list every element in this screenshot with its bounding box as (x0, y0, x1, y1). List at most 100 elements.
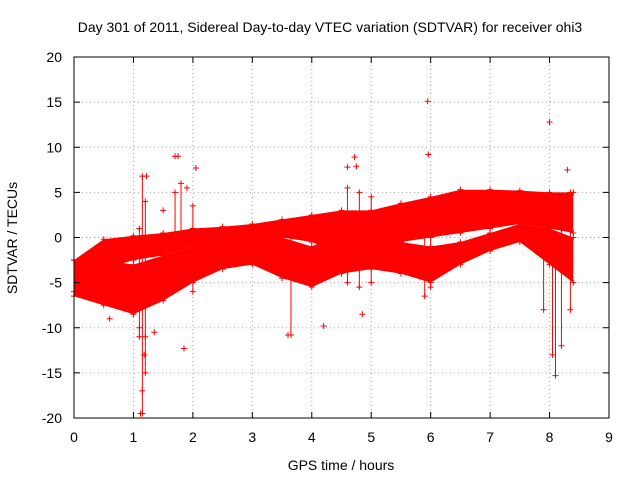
data-spike-end-marker (356, 189, 363, 196)
data-spike-end-marker (552, 372, 559, 379)
data-spike-end-marker (427, 284, 434, 291)
x-tick-label: 8 (546, 429, 554, 445)
x-tick-label: 0 (70, 429, 78, 445)
data-point-marker (427, 193, 434, 200)
data-point-marker (570, 234, 577, 241)
data-spike-end-marker (136, 333, 143, 340)
data-spike-end-marker (136, 225, 143, 232)
data-spike-end-marker (368, 279, 375, 286)
data-outlier-marker (175, 153, 182, 160)
y-tick-label: 10 (46, 139, 62, 155)
data-outlier-marker (546, 118, 553, 125)
data-point-marker (570, 279, 577, 286)
y-tick-label: 15 (46, 94, 62, 110)
data-point-marker (308, 243, 315, 250)
y-tick-label: 5 (54, 184, 62, 200)
data-point-marker (219, 234, 226, 241)
data-outlier-marker (151, 329, 158, 336)
data-spike-end-marker (549, 351, 556, 358)
data-spike-end-marker (540, 306, 547, 313)
data-outlier-marker (183, 184, 190, 191)
data-point-marker (487, 229, 494, 236)
data-point-marker (279, 234, 286, 241)
data-point-marker (249, 220, 256, 227)
x-tick-label: 3 (248, 429, 256, 445)
data-point-marker (130, 232, 137, 239)
data-point-marker (516, 220, 523, 227)
y-tick-label: -15 (42, 365, 62, 381)
y-tick-label: -20 (42, 410, 62, 426)
data-spike-end-marker (356, 284, 363, 291)
data-spike-end-marker (567, 189, 574, 196)
data-spike-end-marker (287, 220, 294, 227)
data-point-marker (130, 311, 137, 318)
data-point-marker (308, 211, 315, 218)
data-point-marker (516, 187, 523, 194)
data-spike-end-marker (139, 173, 146, 180)
data-point-marker (160, 229, 167, 236)
data-point-marker (279, 216, 286, 223)
data-point-marker (546, 225, 553, 232)
data-point-marker (100, 236, 107, 243)
data-spike-end-marker (540, 225, 547, 232)
data-outlier-marker (351, 154, 358, 161)
data-outlier-marker (353, 163, 360, 170)
x-tick-label: 6 (427, 429, 435, 445)
data-point-marker (397, 239, 404, 246)
data-outlier-marker (424, 98, 431, 105)
data-outlier-marker (425, 151, 432, 158)
data-point-marker (546, 189, 553, 196)
data-point-marker (219, 223, 226, 230)
data-point-marker (487, 248, 494, 255)
plot-area (71, 98, 577, 417)
data-spike-end-marker (368, 193, 375, 200)
x-tick-label: 5 (367, 429, 375, 445)
x-tick-label: 1 (130, 429, 138, 445)
data-point-marker (516, 239, 523, 246)
data-spike-end-marker (142, 369, 149, 376)
data-spike-end-marker (344, 184, 351, 191)
data-spike-end-marker (178, 180, 184, 187)
data-point-marker (338, 229, 345, 236)
chart-title: Day 301 of 2011, Sidereal Day-to-day VTE… (78, 19, 583, 35)
data-spike-end-marker (421, 293, 428, 300)
data-point-marker (100, 302, 107, 309)
data-spike-end-marker (421, 216, 428, 223)
data-outlier-marker (106, 315, 113, 322)
data-spike-end-marker (344, 279, 351, 286)
data-point-marker (219, 266, 226, 273)
data-point-marker (160, 252, 167, 259)
data-spike-end-marker (172, 279, 179, 286)
data-outlier-marker (192, 165, 199, 172)
data-outlier-marker (344, 164, 351, 171)
data-band-upper-trend-band (74, 189, 574, 292)
y-axis-label: SDTVAR / TECUs (4, 182, 20, 294)
data-spike-end-marker (558, 211, 565, 218)
data-point-marker (308, 284, 315, 291)
data-point-marker (160, 297, 167, 304)
data-spike-end-marker (139, 410, 146, 417)
data-point-marker (457, 186, 464, 193)
data-point-marker (457, 229, 464, 236)
data-point-marker (397, 270, 404, 277)
data-outlier-marker (160, 207, 167, 214)
x-tick-label: 4 (308, 429, 316, 445)
data-band-lower-trend-band (74, 224, 574, 315)
data-outlier-marker (564, 166, 571, 173)
data-spike-end-marker (178, 270, 184, 277)
data-point-marker (249, 229, 256, 236)
data-point-marker (100, 257, 107, 264)
data-point-marker (130, 261, 137, 268)
axis-ticks: 0 1 2 3 4 5 6 7 8 9 -20 -15 -10 -5 0 5 10 15 20 (42, 49, 613, 445)
data-spike-end-marker (189, 288, 196, 295)
data-spike-end-marker (287, 331, 294, 338)
y-tick-label: -10 (42, 320, 62, 336)
data-spike-end-marker (142, 198, 149, 205)
data-outlier-marker (359, 311, 366, 318)
y-tick-label: -5 (50, 275, 63, 291)
data-point-marker (249, 261, 256, 268)
data-outlier-marker (180, 345, 187, 352)
data-outlier-marker (320, 322, 327, 329)
data-spike-end-marker (427, 207, 434, 214)
